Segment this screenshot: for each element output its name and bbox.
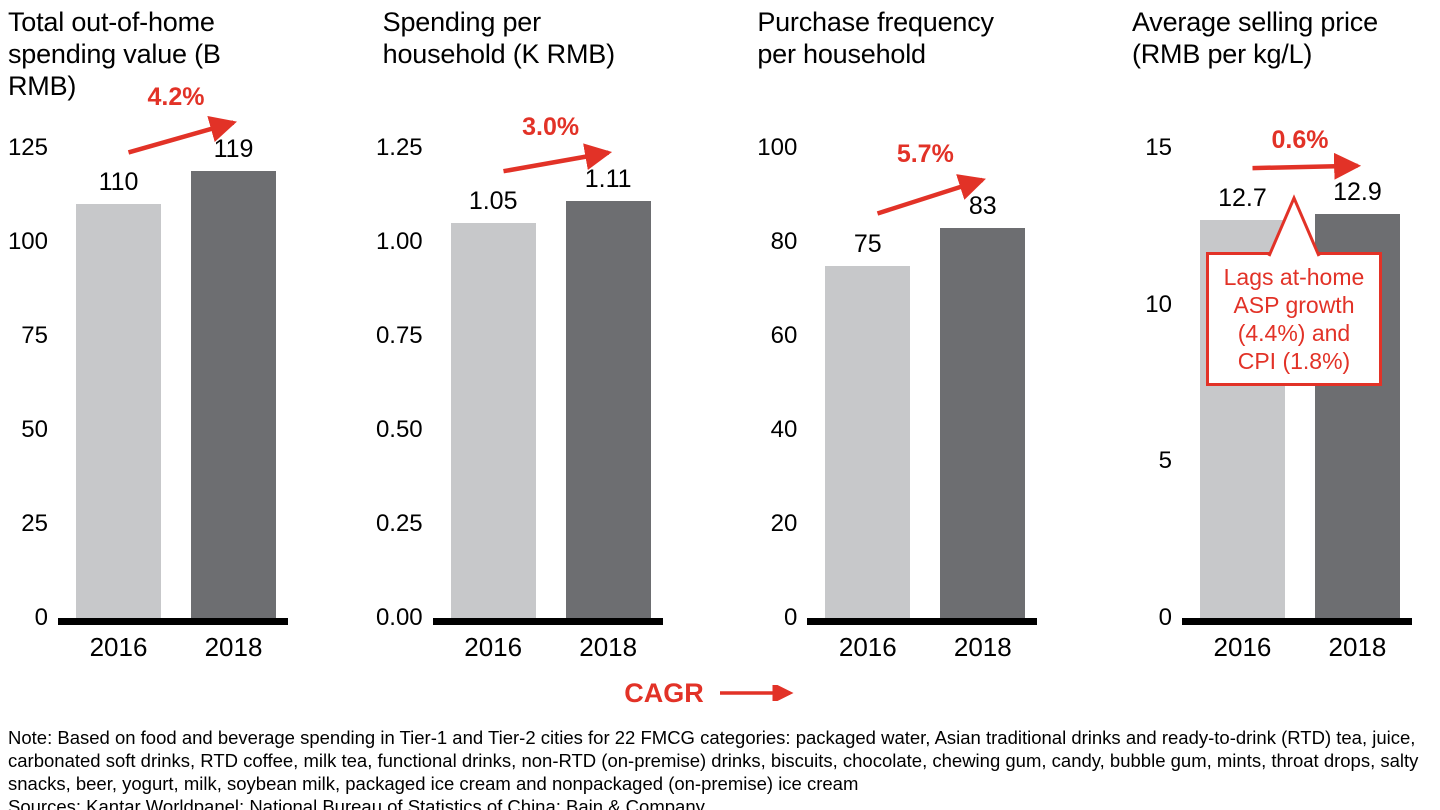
y-axis: 0 5 10 15 bbox=[1132, 134, 1182, 631]
y-axis: 0.00 0.25 0.50 0.75 1.00 1.25 bbox=[376, 134, 433, 631]
y-tick-label: 100 bbox=[757, 134, 798, 161]
cagr-value-label: 0.6% bbox=[1271, 125, 1329, 154]
x-tick-label: 2016 bbox=[838, 632, 897, 662]
bar-2016 bbox=[76, 204, 161, 618]
x-axis-labels: 2016 2018 bbox=[58, 631, 288, 665]
cagr-value-label: 4.2% bbox=[147, 82, 205, 111]
asp-callout: Lags at-home ASP growth (4.4%) and CPI (… bbox=[1205, 194, 1382, 386]
y-axis: 0 25 50 75 100 125 bbox=[7, 134, 58, 631]
y-tick-label: 15 bbox=[1145, 134, 1172, 161]
y-tick-label: 60 bbox=[770, 322, 798, 349]
x-axis-labels: 2016 2018 bbox=[807, 631, 1037, 665]
y-tick-label: 10 bbox=[1145, 290, 1172, 318]
y-tick-label: 25 bbox=[21, 510, 48, 537]
x-tick-label: 2018 bbox=[204, 632, 263, 662]
bar-value-label: 119 bbox=[213, 134, 254, 163]
x-axis-labels: 2016 2018 bbox=[1182, 631, 1412, 665]
x-tick-label: 2018 bbox=[579, 632, 638, 662]
y-tick-label: 40 bbox=[770, 416, 798, 443]
bar-2016 bbox=[450, 223, 536, 618]
bar-2018 bbox=[191, 170, 276, 618]
plot-wrap: 0 20 40 60 80 100 75 83 5.7% bbox=[757, 134, 1045, 631]
chart-panel-4: Average selling price (RMB per kg/L) 0 5 10… bbox=[1132, 6, 1420, 665]
bar-2018 bbox=[940, 227, 1026, 618]
y-tick-label: 0.75 bbox=[375, 322, 423, 349]
footnote-note: Note: Based on food and beverage spendin… bbox=[8, 727, 1419, 794]
plot-wrap: 0.00 0.25 0.50 0.75 1.00 1.25 1.05 1.11 3.0% bbox=[376, 113, 671, 631]
callout-pointer-icon bbox=[1267, 194, 1321, 257]
y-tick-label: 5 bbox=[1158, 447, 1172, 475]
plot-area: 75 83 5.7% bbox=[807, 140, 1037, 618]
footnote-sources: Sources: Kantar Worldpanel; National Bur… bbox=[8, 796, 705, 810]
chart-title: Spending per household (K RMB) bbox=[382, 7, 615, 69]
x-axis-baseline bbox=[432, 618, 663, 625]
bar-2018 bbox=[565, 200, 651, 618]
y-tick-label: 0 bbox=[34, 604, 48, 631]
y-tick-label: 0.50 bbox=[375, 416, 423, 443]
bar-value-label: 12.7 bbox=[1218, 184, 1267, 213]
chart-title: Total out-of-home spending value (B RMB) bbox=[8, 7, 221, 101]
plot-area: 12.7 12.9 0.6% Lags at-home ASP growth (4.4… bbox=[1182, 126, 1412, 618]
y-tick-label: 1.00 bbox=[375, 228, 423, 255]
chart-title: Purchase frequency per household bbox=[757, 7, 994, 69]
bar-value-label: 1.05 bbox=[468, 187, 518, 216]
x-axis-baseline bbox=[58, 618, 288, 625]
cagr-legend-label: CAGR bbox=[624, 677, 704, 708]
bar-value-label: 110 bbox=[98, 168, 139, 197]
y-tick-label: 125 bbox=[7, 134, 48, 161]
cagr-legend: CAGR bbox=[8, 677, 1420, 709]
cagr-value-label: 5.7% bbox=[896, 139, 954, 168]
y-tick-label: 80 bbox=[770, 228, 798, 255]
y-tick-label: 100 bbox=[7, 228, 48, 255]
y-tick-label: 20 bbox=[770, 510, 798, 537]
x-tick-label: 2016 bbox=[1213, 632, 1272, 662]
x-axis-baseline bbox=[1181, 618, 1412, 625]
x-tick-label: 2016 bbox=[464, 632, 523, 662]
x-axis-labels: 2016 2018 bbox=[433, 631, 663, 665]
x-tick-label: 2016 bbox=[89, 632, 148, 662]
x-tick-label: 2018 bbox=[1328, 632, 1387, 662]
bar-value-label: 1.11 bbox=[584, 164, 632, 193]
cagr-value-label: 3.0% bbox=[522, 112, 580, 141]
chart-panel-2: Spending per household (K RMB) 0.00 0.25 0.… bbox=[376, 6, 671, 665]
x-tick-label: 2018 bbox=[953, 632, 1012, 662]
chart-panel-3: Purchase frequency per household 0 20 40 60 8… bbox=[757, 6, 1045, 665]
y-tick-label: 75 bbox=[21, 322, 48, 349]
y-tick-label: 1.25 bbox=[375, 134, 423, 161]
charts-row: Total out-of-home spending value (B RMB)… bbox=[8, 6, 1420, 665]
x-axis-baseline bbox=[807, 618, 1038, 625]
plot-wrap: 0 5 10 15 12.7 12.9 0.6% Lags at-home ASP growt… bbox=[1132, 126, 1420, 631]
y-tick-label: 0.00 bbox=[375, 604, 423, 631]
plot-area: 110 119 4.2% bbox=[58, 83, 288, 618]
footnote-block: Note: Based on food and beverage spendin… bbox=[8, 726, 1420, 810]
y-tick-label: 0 bbox=[783, 604, 798, 631]
y-tick-label: 50 bbox=[21, 416, 48, 443]
y-tick-label: 0.25 bbox=[375, 510, 423, 537]
callout-text: Lags at-home ASP growth (4.4%) and CPI (… bbox=[1205, 252, 1382, 386]
y-axis: 0 20 40 60 80 100 bbox=[757, 134, 807, 631]
bar-value-label: 12.9 bbox=[1333, 177, 1382, 206]
y-tick-label: 0 bbox=[1158, 604, 1172, 631]
plot-wrap: 0 25 50 75 100 125 110 119 4.2% bbox=[7, 83, 296, 631]
chart-panel-1: Total out-of-home spending value (B RMB)… bbox=[8, 6, 296, 665]
bar-value-label: 75 bbox=[853, 229, 882, 258]
chart-title: Average selling price (RMB per kg/L) bbox=[1131, 7, 1378, 69]
cagr-legend-arrow-icon bbox=[719, 685, 794, 701]
bar-2016 bbox=[825, 265, 911, 618]
plot-area: 1.05 1.11 3.0% bbox=[433, 113, 663, 618]
bar-value-label: 83 bbox=[968, 191, 997, 220]
